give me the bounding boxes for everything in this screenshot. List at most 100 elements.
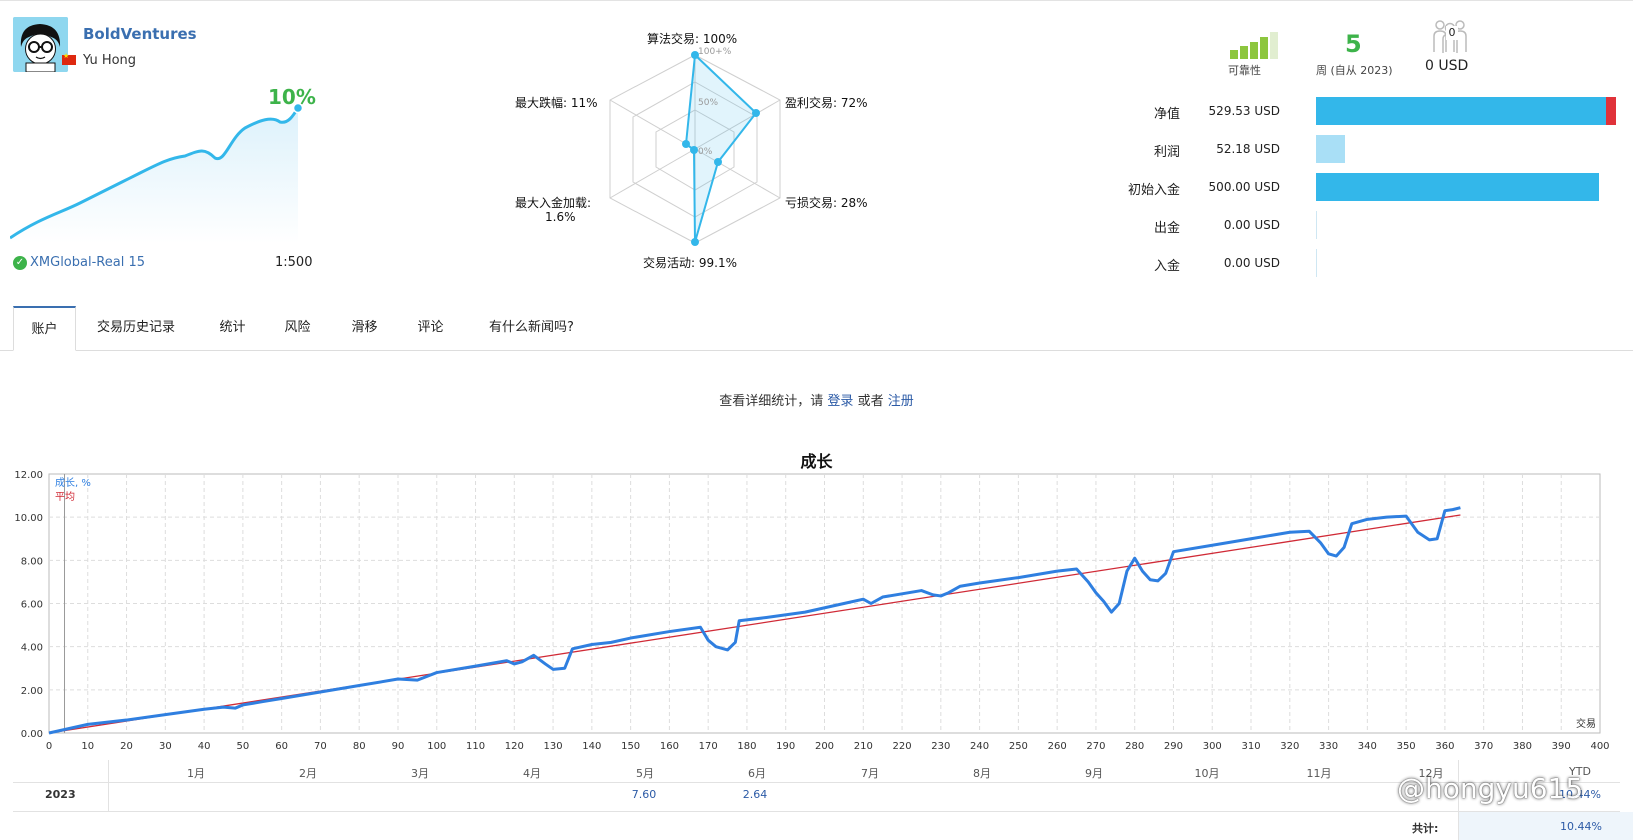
month-header-cell: 12月 (1418, 767, 1444, 780)
summary-label: 初始入金 (1127, 183, 1180, 198)
legend-item: 成长, % (55, 477, 91, 489)
x-tick-label: 190 (776, 741, 795, 752)
x-tick-label: 330 (1319, 741, 1338, 752)
x-tick-label: 90 (392, 741, 405, 752)
x-tick-label: 180 (737, 741, 756, 752)
tab-risk[interactable]: 风险 (284, 320, 311, 335)
x-tick-label: 360 (1435, 741, 1454, 752)
login-prompt: 查看详细统计，请 登录 或者 注册 (0, 390, 1633, 409)
x-tick-label: 160 (660, 741, 679, 752)
y-tick-label: 10.00 (14, 513, 43, 524)
total-value: 10.44% (1560, 820, 1602, 833)
month-header-cell: 5月 (636, 767, 654, 780)
growth-chart: 0 10 20 30 40 50 60 70 80 90 100 110 120 130 140 150 160… (14, 470, 1609, 752)
month-header-cell: 10月 (1194, 767, 1220, 780)
gain-percent: 10% (268, 85, 316, 109)
register-link[interactable]: 注册 (887, 394, 914, 409)
watermark: @hongyu615 (1397, 772, 1584, 805)
month-header-cell: YTD (1569, 765, 1591, 778)
month-header-cell: 7月 (861, 767, 879, 780)
tab-account[interactable]: 账户 (13, 306, 76, 351)
tab-trade-history[interactable]: 交易历史记录 (96, 320, 175, 335)
x-tick-label: 220 (893, 741, 912, 752)
x-tick-label: 230 (931, 741, 950, 752)
x-tick-label: 320 (1280, 741, 1299, 752)
x-tick-label: 60 (275, 741, 288, 752)
x-tick-label: 260 (1048, 741, 1067, 752)
month-header-cell: 8月 (973, 767, 991, 780)
login-prompt-text: 查看详细统计，请 (719, 394, 824, 409)
radar-label-load-value: 1.6% (545, 210, 576, 224)
summary-label: 出金 (1153, 221, 1180, 236)
x-tick-label: 350 (1397, 741, 1416, 752)
x-tick-label: 200 (815, 741, 834, 752)
y-tick-label: 12.00 (14, 470, 43, 481)
radar-label-profit: 盈利交易: 72% (785, 96, 868, 110)
summary-label: 净值 (1153, 107, 1180, 122)
month-header-cell: 3月 (411, 767, 429, 780)
tab-stats[interactable]: 统计 (219, 320, 246, 335)
summary-value: 529.53 USD (1208, 104, 1280, 118)
x-tick-label: 50 (237, 741, 250, 752)
x-tick-label: 270 (1086, 741, 1105, 752)
month-header-cell: 4月 (523, 767, 541, 780)
mini-chart-endpoint (292, 102, 304, 114)
x-tick-label: 20 (120, 741, 133, 752)
summary-value: 52.18 USD (1216, 142, 1280, 156)
china-flag-icon (62, 52, 76, 65)
radar-point-algo (691, 51, 699, 59)
tab-reviews[interactable]: 评论 (417, 320, 444, 335)
legend-item: 平均 (55, 491, 75, 503)
radar-point-activity (691, 238, 699, 246)
radar-label-load: 最大入金加载: (515, 196, 592, 210)
month-header-cell: 9月 (1085, 767, 1103, 780)
reliability-icon (1230, 32, 1278, 59)
weeks-value: 5 (1345, 30, 1362, 58)
followers-count: 0 (1446, 26, 1458, 40)
x-tick-label: 290 (1164, 741, 1183, 752)
summary-bar (1316, 211, 1317, 239)
growth-chart-title: 成长 (800, 452, 833, 471)
tab-slippage[interactable]: 滑移 (351, 320, 378, 335)
summary-bar-drawdown (1606, 97, 1616, 125)
broker-server[interactable]: XMGlobal-Real 15 (30, 255, 145, 270)
radar-chart (609, 51, 781, 246)
radar-label-algo: 算法交易: 100% (647, 32, 738, 46)
x-tick-label: 400 (1590, 741, 1609, 752)
x-tick-label: 80 (353, 741, 366, 752)
x-tick-label: 140 (582, 741, 601, 752)
table-divider (1458, 760, 1459, 840)
radar-point-loss (714, 158, 722, 166)
x-tick-label: 110 (466, 741, 485, 752)
radar-tick-0: 0% (698, 147, 713, 157)
radar-tick-50: 50% (698, 98, 719, 108)
tab-news[interactable]: 有什么新闻吗? (489, 320, 574, 335)
avatar[interactable] (13, 17, 68, 72)
summary-bar (1316, 173, 1599, 201)
x-tick-label: 210 (854, 741, 873, 752)
x-tick-label: 390 (1552, 741, 1571, 752)
reliability-label: 可靠性 (1228, 64, 1261, 77)
x-tick-label: 30 (159, 741, 172, 752)
total-label: 共计: (1412, 822, 1439, 835)
mini-growth-chart (10, 102, 304, 243)
owner-name: Yu Hong (83, 53, 137, 68)
login-link[interactable]: 登录 (827, 394, 854, 409)
y-tick-label: 4.00 (21, 643, 43, 654)
summary-value: 0.00 USD (1223, 218, 1280, 232)
x-tick-label: 170 (699, 741, 718, 752)
x-tick-label: 280 (1125, 741, 1144, 752)
x-tick-label: 370 (1474, 741, 1493, 752)
account-name[interactable]: BoldVentures (83, 25, 197, 43)
leverage: 1:500 (275, 255, 313, 270)
summary-value: 500.00 USD (1208, 180, 1280, 194)
month-value-may: 7.60 (631, 788, 657, 801)
growth-line (48, 506, 1461, 735)
y-tick-label: 8.00 (21, 556, 43, 567)
month-header-cell: 6月 (748, 767, 766, 780)
weeks-label: 周 (自从 2023) (1316, 64, 1393, 77)
x-tick-label: 250 (1009, 741, 1028, 752)
verified-check-icon: ✓ (13, 256, 27, 270)
summary-label: 利润 (1153, 145, 1180, 160)
total-cell-bg (1459, 812, 1633, 840)
